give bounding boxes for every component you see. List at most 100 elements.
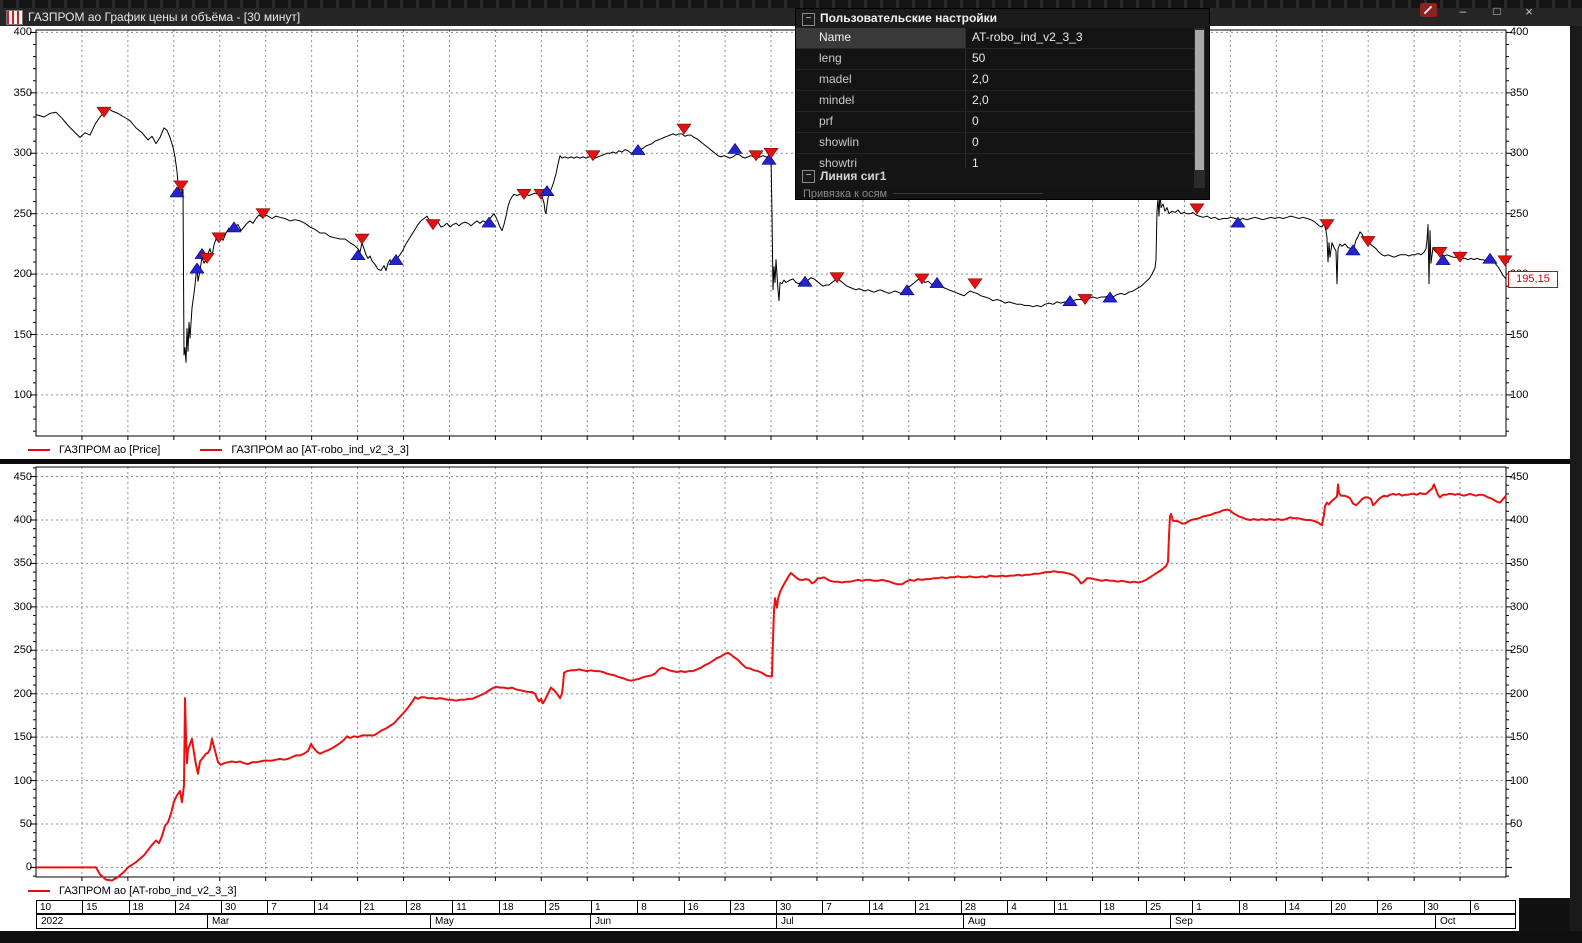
section-title: Линия сиг1 bbox=[820, 169, 887, 183]
y-axis-label: 100 bbox=[13, 388, 32, 401]
date-cell[interactable]: 14 bbox=[868, 900, 915, 914]
settings-title: Пользовательские настройки bbox=[820, 11, 998, 25]
maximize-button[interactable]: □ bbox=[1493, 4, 1501, 18]
equity-plot-area[interactable] bbox=[36, 467, 1506, 877]
date-cell[interactable]: 10 bbox=[36, 900, 83, 914]
date-cell[interactable]: 20 bbox=[1331, 900, 1378, 914]
property-value[interactable]: 0 bbox=[972, 114, 979, 128]
property-label[interactable]: madel bbox=[796, 70, 966, 90]
y-axis-label: 100 bbox=[1510, 388, 1529, 401]
date-cell[interactable]: 7 bbox=[267, 900, 314, 914]
legend-item: ГАЗПРОМ ао [Price] bbox=[28, 444, 160, 456]
axis-binding-groupbox: Привязка к осям bbox=[803, 187, 1043, 200]
date-cell[interactable]: 18 bbox=[128, 900, 175, 914]
date-cell[interactable]: 14 bbox=[313, 900, 360, 914]
date-cell[interactable]: 4 bbox=[1007, 900, 1054, 914]
settings-header[interactable]: − Пользовательские настройки bbox=[796, 9, 1209, 28]
y-axis-label: 250 bbox=[13, 644, 32, 657]
close-button[interactable]: × bbox=[1525, 4, 1533, 19]
y-axis-label: 0 bbox=[25, 861, 32, 874]
month-cell[interactable]: Sep bbox=[1170, 914, 1435, 929]
window-title: ГАЗПРОМ ао График цены и объёма - [30 ми… bbox=[28, 10, 301, 24]
y-axis-label: 150 bbox=[1510, 328, 1529, 341]
settings-section-line-sig1[interactable]: − Линия сиг1 bbox=[796, 168, 1197, 186]
date-cell[interactable]: 14 bbox=[1284, 900, 1331, 914]
date-cell[interactable]: 6 bbox=[1469, 900, 1516, 914]
y-axis-label: 100 bbox=[1510, 774, 1529, 787]
scrollbar-thumb[interactable] bbox=[1195, 30, 1204, 170]
property-value[interactable]: 50 bbox=[972, 51, 986, 65]
date-cell[interactable]: 1 bbox=[591, 900, 638, 914]
link-icon[interactable] bbox=[1420, 3, 1437, 17]
property-value[interactable]: AT-robo_ind_v2_3_3 bbox=[972, 30, 1083, 44]
month-cell[interactable]: May bbox=[430, 914, 590, 929]
date-cell[interactable]: 24 bbox=[174, 900, 221, 914]
title-bar[interactable]: ГАЗПРОМ ао График цены и объёма - [30 ми… bbox=[0, 3, 1582, 26]
month-cell[interactable]: Oct bbox=[1435, 914, 1516, 929]
y-axis-label: 150 bbox=[1510, 731, 1529, 744]
y-axis-label: 350 bbox=[13, 86, 32, 99]
y-axis-label: 150 bbox=[13, 731, 32, 744]
legend-label: ГАЗПРОМ ао [Price] bbox=[59, 444, 161, 456]
series-dash-icon bbox=[28, 449, 50, 451]
legend-label: ГАЗПРОМ ао [AT-robo_ind_v2_3_3] bbox=[59, 885, 237, 897]
minimize-button[interactable]: – bbox=[1459, 4, 1467, 18]
legend-label: ГАЗПРОМ ао [AT-robo_ind_v2_3_3] bbox=[231, 444, 409, 456]
property-label[interactable]: leng bbox=[796, 49, 966, 69]
date-cell[interactable]: 8 bbox=[1238, 900, 1285, 914]
property-label[interactable]: prf bbox=[796, 112, 966, 132]
date-cell[interactable]: 30 bbox=[221, 900, 268, 914]
year-cell[interactable]: 2022 bbox=[36, 914, 207, 929]
last-price-tag: 195,15 bbox=[1508, 271, 1558, 288]
date-cell[interactable]: 28 bbox=[961, 900, 1008, 914]
property-label[interactable]: mindel bbox=[796, 91, 966, 111]
date-cell[interactable]: 30 bbox=[776, 900, 823, 914]
series-dash-icon bbox=[200, 449, 223, 451]
date-cell[interactable]: 18 bbox=[498, 900, 545, 914]
window-bottom-edge bbox=[0, 931, 1582, 943]
axis-corner-filler bbox=[1519, 898, 1570, 931]
price-plot-area[interactable] bbox=[36, 30, 1506, 436]
collapse-icon[interactable]: − bbox=[802, 170, 815, 183]
legend-item: ГАЗПРОМ ао [AT-robo_ind_v2_3_3] bbox=[28, 885, 237, 897]
y-axis-label: 350 bbox=[1510, 86, 1529, 99]
settings-row: showlin 0 bbox=[796, 133, 1197, 154]
date-cell[interactable]: 18 bbox=[1099, 900, 1146, 914]
date-cell[interactable]: 30 bbox=[1423, 900, 1470, 914]
property-value[interactable]: 0 bbox=[972, 135, 979, 149]
month-cell[interactable]: Jun bbox=[590, 914, 776, 929]
date-cell[interactable]: 8 bbox=[637, 900, 684, 914]
date-cell[interactable]: 16 bbox=[683, 900, 730, 914]
month-cell[interactable]: Mar bbox=[207, 914, 430, 929]
chart-window-icon bbox=[6, 10, 23, 25]
property-value[interactable]: 2,0 bbox=[972, 72, 989, 86]
settings-scrollbar[interactable] bbox=[1194, 28, 1205, 188]
y-axis-label: 400 bbox=[13, 513, 32, 526]
date-cell[interactable]: 15 bbox=[82, 900, 129, 914]
date-cell[interactable]: 7 bbox=[822, 900, 869, 914]
date-cell[interactable]: 25 bbox=[1146, 900, 1193, 914]
date-cell[interactable]: 11 bbox=[1053, 900, 1100, 914]
date-cell[interactable]: 11 bbox=[452, 900, 499, 914]
axis-binding-label: Привязка к осям bbox=[803, 187, 888, 200]
month-cell[interactable]: Aug bbox=[963, 914, 1170, 929]
date-cell[interactable]: 23 bbox=[729, 900, 776, 914]
y-axis-label: 50 bbox=[1510, 818, 1523, 830]
month-cell[interactable]: Jul bbox=[776, 914, 963, 929]
property-label[interactable]: Name bbox=[796, 28, 966, 48]
collapse-icon[interactable]: − bbox=[802, 13, 815, 26]
settings-row: madel 2,0 bbox=[796, 70, 1197, 91]
date-cell[interactable]: 28 bbox=[406, 900, 453, 914]
y-axis-label: 250 bbox=[1510, 207, 1529, 220]
date-cell[interactable]: 26 bbox=[1377, 900, 1424, 914]
date-cell[interactable]: 21 bbox=[914, 900, 961, 914]
y-axis-label: 450 bbox=[13, 470, 32, 483]
date-axis-days: 10 15 18 24 30 7 14 21 28 11 18 25 1 8 16 23 30 7 14 21 28 4 1… bbox=[36, 900, 1516, 914]
date-cell[interactable]: 1 bbox=[1192, 900, 1239, 914]
date-cell[interactable]: 21 bbox=[359, 900, 406, 914]
y-axis-label: 200 bbox=[1510, 687, 1529, 700]
date-cell[interactable]: 25 bbox=[544, 900, 591, 914]
property-label[interactable]: showlin bbox=[796, 133, 966, 153]
property-value[interactable]: 2,0 bbox=[972, 93, 989, 107]
panel-divider[interactable] bbox=[0, 459, 1570, 464]
